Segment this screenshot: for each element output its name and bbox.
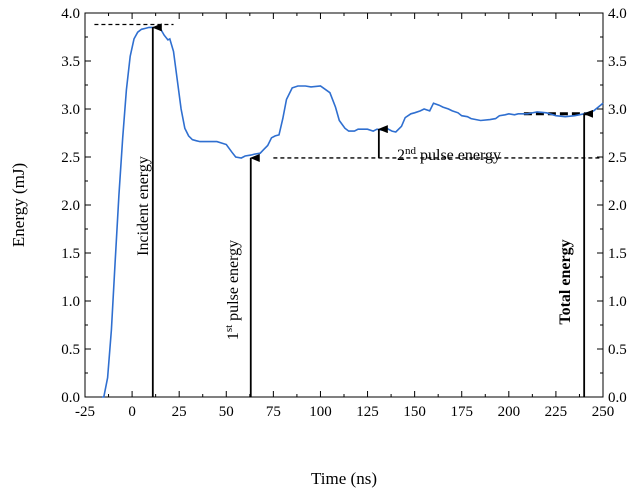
x-tick-label: 250 bbox=[592, 404, 615, 420]
axis-ticks bbox=[84, 12, 604, 398]
second-pulse-text: pulse energy bbox=[416, 147, 501, 164]
x-tick-label: 225 bbox=[545, 404, 568, 420]
plot-frame bbox=[84, 12, 604, 398]
first-pulse-text: pulse energy bbox=[225, 240, 242, 325]
y-tick-label: 0.5 bbox=[61, 342, 80, 358]
x-tick-label: 50 bbox=[219, 404, 234, 420]
x-tick-label: 150 bbox=[403, 404, 426, 420]
total-energy-label: Total energy bbox=[557, 239, 574, 324]
x-tick-label: -25 bbox=[75, 404, 95, 420]
y-tick-label: 1.5 bbox=[61, 246, 80, 262]
y-tick-label-right: 2.5 bbox=[608, 150, 627, 166]
y-tick-label: 4.0 bbox=[61, 6, 80, 22]
y-tick-label: 3.0 bbox=[61, 102, 80, 118]
y-tick-label: 1.0 bbox=[61, 294, 80, 310]
series-line bbox=[102, 26, 604, 398]
x-tick-label: 75 bbox=[266, 404, 281, 420]
incident-energy-label: Incident energy bbox=[135, 156, 152, 256]
x-tick-label: 175 bbox=[450, 404, 473, 420]
x-tick-label: 200 bbox=[498, 404, 521, 420]
y-tick-label: 3.5 bbox=[61, 54, 80, 70]
y-tick-label-right: 3.5 bbox=[608, 54, 627, 70]
x-axis-label: Time (ns) bbox=[311, 469, 377, 488]
y-tick-label-right: 0.5 bbox=[608, 342, 627, 358]
y-tick-label-right: 2.0 bbox=[608, 198, 627, 214]
x-tick-label: 125 bbox=[356, 404, 379, 420]
first-pulse-number: 1 bbox=[225, 332, 242, 340]
y-tick-label-right: 1.0 bbox=[608, 294, 627, 310]
y-tick-label: 0.0 bbox=[61, 390, 80, 406]
y-tick-label-right: 1.5 bbox=[608, 246, 627, 262]
y-tick-label-right: 3.0 bbox=[608, 102, 627, 118]
y-tick-label-right: 4.0 bbox=[608, 6, 627, 22]
y-axis-label: Energy (mJ) bbox=[9, 163, 28, 247]
x-tick-label: 25 bbox=[172, 404, 187, 420]
second-pulse-energy-label: 2nd pulse energy bbox=[397, 145, 501, 164]
second-pulse-superscript: nd bbox=[405, 145, 417, 157]
annotation-arrows bbox=[151, 23, 594, 397]
y-tick-label-right: 0.0 bbox=[608, 390, 627, 406]
first-pulse-superscript: st bbox=[223, 325, 235, 332]
first-pulse-energy-label: 1st pulse energy bbox=[223, 240, 242, 340]
y-tick-label: 2.5 bbox=[61, 150, 80, 166]
x-tick-label: 100 bbox=[309, 404, 332, 420]
x-tick-label: 0 bbox=[128, 404, 136, 420]
second-pulse-number: 2 bbox=[397, 147, 405, 164]
y-tick-label: 2.0 bbox=[61, 198, 80, 214]
